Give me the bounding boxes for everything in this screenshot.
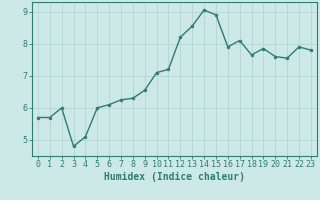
X-axis label: Humidex (Indice chaleur): Humidex (Indice chaleur) xyxy=(104,172,245,182)
